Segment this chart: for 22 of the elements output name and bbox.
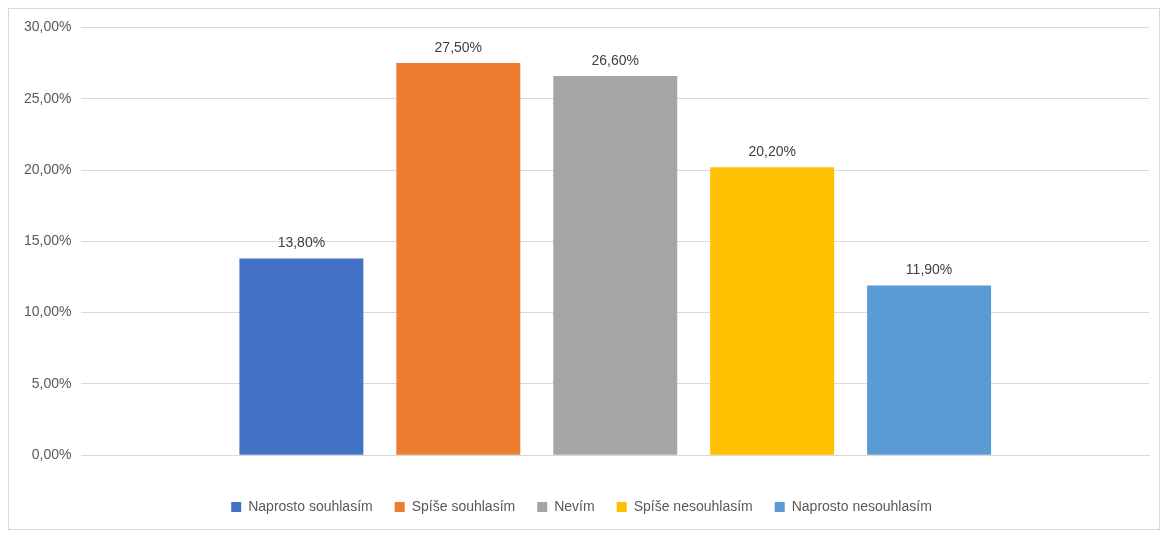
bar [396, 63, 521, 455]
legend-label: Naprosto souhlasím [248, 497, 373, 514]
data-label: 11,90% [905, 261, 953, 278]
y-tick-label: 25,00% [24, 89, 72, 106]
y-tick-label: 20,00% [24, 160, 72, 177]
legend-label: Naprosto nesouhlasím [791, 497, 932, 514]
data-label: 20,20% [748, 143, 796, 160]
legend-label: Spíše souhlasím [411, 497, 516, 514]
y-tick-label: 5,00% [31, 374, 72, 391]
y-tick-label: 0,00% [31, 446, 72, 463]
bar [710, 167, 835, 455]
y-tick-label: 10,00% [24, 303, 72, 320]
data-label: 13,80% [277, 234, 326, 251]
legend-label: Spíše nesouhlasím [633, 497, 753, 514]
y-tick-label: 30,00% [24, 18, 72, 35]
bar [553, 75, 678, 455]
data-label: 26,60% [591, 51, 639, 68]
legend-label: Nevím [554, 497, 595, 514]
bar [867, 285, 992, 455]
bar [239, 258, 364, 455]
data-label: 27,50% [434, 38, 483, 55]
y-tick-label: 15,00% [24, 232, 72, 249]
